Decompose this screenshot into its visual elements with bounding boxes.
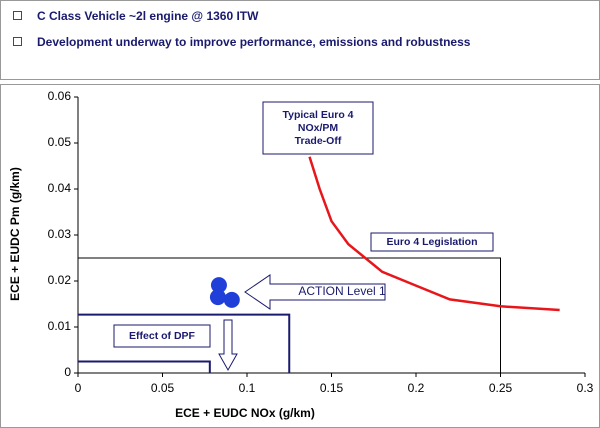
limit-box bbox=[78, 313, 291, 373]
data-point bbox=[209, 289, 226, 306]
action-arrow bbox=[244, 274, 386, 310]
dpf-arrow bbox=[218, 319, 238, 372]
x-tick-label: 0.25 bbox=[489, 381, 513, 395]
annotation-box bbox=[113, 324, 211, 348]
bullet-text: Development underway to improve performa… bbox=[37, 35, 471, 49]
annotation-box bbox=[262, 101, 374, 155]
limit-box bbox=[78, 360, 211, 373]
chart: ECE + EUDC NOx (g/km) ECE + EUDC Pm (g/k… bbox=[0, 84, 600, 428]
y-axis-label: ECE + EUDC Pm (g/km) bbox=[8, 167, 22, 301]
annotation-text: ACTION Level 1 bbox=[298, 284, 386, 298]
x-tick-label: 0 bbox=[75, 381, 82, 395]
annotation-text: Euro 4 Legislation bbox=[386, 236, 477, 248]
y-tick-label: 0.05 bbox=[48, 135, 72, 149]
x-tick-label: 0.15 bbox=[320, 381, 344, 395]
bullet-icon bbox=[13, 37, 22, 46]
trade-off-line bbox=[308, 156, 560, 312]
annotation-text: Effect of DPF bbox=[129, 330, 196, 342]
y-tick-label: 0.01 bbox=[48, 319, 72, 333]
x-tick-label: 0.1 bbox=[239, 381, 256, 395]
data-point bbox=[223, 291, 240, 308]
limit-box bbox=[78, 257, 501, 373]
annotation-box bbox=[370, 232, 494, 252]
annotation-text: Typical Euro 4 bbox=[283, 109, 354, 121]
bullet-text: C Class Vehicle ~2l engine @ 1360 ITW bbox=[37, 9, 259, 23]
y-tick-label: 0.04 bbox=[48, 181, 72, 195]
y-tick-label: 0.06 bbox=[48, 89, 72, 103]
x-tick-label: 0.3 bbox=[577, 381, 594, 395]
y-tick-label: 0.02 bbox=[48, 273, 72, 287]
bullet-box: C Class Vehicle ~2l engine @ 1360 ITW De… bbox=[0, 0, 600, 80]
data-point bbox=[210, 277, 227, 294]
y-tick-label: 0.03 bbox=[48, 227, 72, 241]
annotation-text: Trade-Off bbox=[295, 135, 342, 147]
x-axis-label: ECE + EUDC NOx (g/km) bbox=[175, 406, 315, 420]
annotation-text: NOx/PM bbox=[298, 122, 339, 134]
x-tick-label: 0.2 bbox=[408, 381, 425, 395]
y-tick-label: 0 bbox=[64, 365, 71, 379]
bullet-icon bbox=[13, 11, 22, 20]
x-tick-label: 0.05 bbox=[151, 381, 175, 395]
